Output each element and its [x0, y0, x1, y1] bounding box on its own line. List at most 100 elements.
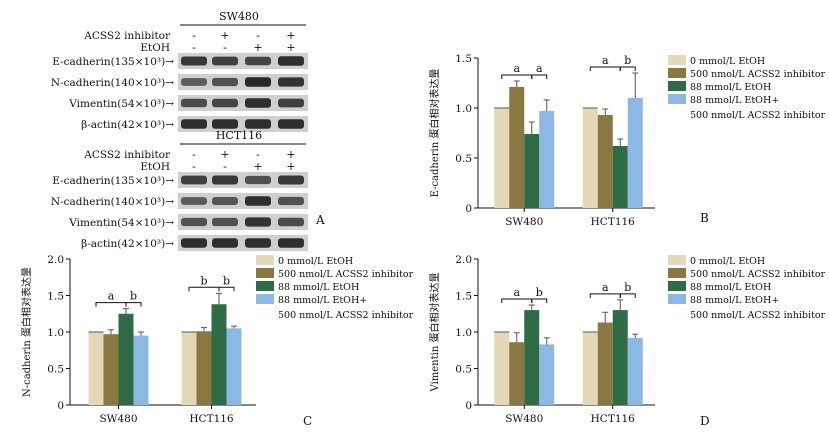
condition-symbol: +	[286, 41, 295, 54]
x-tick-label: SW480	[99, 413, 137, 425]
bar-chart-c: 0 0.5 1.0 1.5 2.0 N-cadherin 蛋白相对表达量 SW480 a b HC…	[20, 254, 414, 428]
legend-swatch	[668, 81, 686, 91]
bar	[494, 108, 510, 208]
cell-line-label: HCT116	[216, 129, 262, 142]
legend-swatch	[256, 255, 274, 265]
bar	[539, 344, 555, 405]
legend-label: 88 mmol/L EtOH	[690, 282, 771, 293]
significance-bracket	[95, 302, 127, 307]
blot-band	[212, 197, 238, 205]
significance-label: a	[536, 62, 543, 75]
blot-band	[181, 119, 207, 129]
blot-band	[212, 217, 238, 227]
bar	[226, 328, 242, 405]
bar	[509, 342, 525, 405]
significance-label: a	[108, 290, 115, 303]
blot-band	[278, 98, 304, 108]
bar-chart-b: 0 0.5 1.0 1.5 E-cadherin 蛋白相对表达量 SW480 a a HCT11…	[428, 53, 826, 228]
y-tick-label: 1.5	[455, 53, 472, 65]
protein-label: Vimentin(54×10³)→	[68, 217, 174, 229]
legend-swatch	[668, 55, 686, 65]
blot-strip	[178, 116, 308, 132]
blot-strip	[178, 193, 308, 209]
x-tick-label: HCT116	[189, 413, 234, 425]
bar	[196, 331, 212, 405]
condition-symbol: -	[192, 41, 196, 54]
protein-label: Vimentin(54×10³)→	[68, 98, 174, 110]
significance-label: b	[223, 274, 230, 287]
y-tick-label: 0.5	[455, 364, 472, 376]
significance-label: b	[624, 54, 631, 67]
condition-symbol: -	[192, 160, 196, 173]
significance-bracket	[501, 298, 533, 303]
blot-band	[278, 238, 304, 248]
blot-band	[181, 175, 207, 185]
significance-bracket	[501, 74, 533, 79]
x-tick-label: HCT116	[591, 216, 636, 228]
blot-band	[212, 56, 238, 66]
significance-label: b	[130, 290, 137, 303]
blot-band	[278, 217, 304, 227]
y-tick-label: 2.0	[455, 254, 472, 266]
significance-bracket	[619, 66, 636, 71]
protein-label: N-cadherin(140×10³)→	[51, 196, 174, 208]
condition-symbol: -	[223, 41, 227, 54]
significance-bracket	[589, 293, 621, 298]
blot-strip	[178, 214, 308, 230]
significance-label: b	[624, 281, 631, 294]
legend: 0 mmol/L EtOH 500 nmol/L ACSS2 inhibitor 8…	[668, 55, 826, 121]
cell-line-label: SW480	[219, 10, 259, 23]
condition-row-label: EtOH	[140, 161, 170, 173]
y-tick-label: 1.5	[455, 291, 472, 303]
bar	[582, 108, 598, 208]
y-tick-label: 0	[465, 203, 472, 215]
condition-symbol: +	[286, 160, 295, 173]
bar	[211, 304, 227, 405]
blot-band	[245, 119, 271, 129]
protein-label: E-cadherin(135×10³)→	[52, 175, 174, 187]
blot-strip	[178, 235, 308, 251]
blot-band	[212, 77, 238, 87]
significance-label: b	[200, 274, 207, 287]
blot-strip	[178, 53, 308, 69]
legend-label: 500 nmol/L ACSS2 inhibitor	[278, 269, 414, 280]
significance-label: a	[602, 54, 609, 67]
condition-symbol: -	[256, 148, 260, 161]
y-axis-label: Vimentin 蛋白相对表达量	[428, 273, 441, 393]
blot-band	[181, 238, 207, 248]
y-tick-label: 1.5	[47, 291, 64, 303]
condition-symbol: +	[220, 148, 229, 161]
protein-label: E-cadherin(135×10³)→	[52, 56, 174, 68]
legend-label: 500 nmol/L ACSS2 inhibitor	[690, 69, 826, 80]
y-axis-label: N-cadherin 蛋白相对表达量	[20, 267, 33, 397]
significance-label: a	[513, 62, 520, 75]
protein-label: N-cadherin(140×10³)→	[51, 77, 174, 89]
legend-swatch	[668, 268, 686, 278]
legend-label: 0 mmol/L EtOH	[278, 256, 353, 267]
bar	[612, 146, 628, 208]
bar	[612, 310, 628, 405]
bar	[509, 87, 525, 208]
legend-label: 88 mmol/L EtOH+ 500 nmol/L ACSS2 inhibito…	[690, 95, 826, 121]
significance-bracket	[218, 286, 235, 292]
bar	[118, 313, 134, 405]
significance-bracket	[188, 286, 220, 292]
condition-symbol: -	[192, 148, 196, 161]
x-tick-label: HCT116	[591, 413, 636, 425]
panel-label-b: B	[700, 211, 709, 225]
significance-label: b	[536, 286, 543, 299]
condition-row-label: ACSS2 inhibitor	[83, 30, 171, 42]
condition-symbol: +	[253, 41, 262, 54]
blot-band	[278, 119, 304, 129]
condition-symbol: -	[192, 29, 196, 42]
y-axis-label: E-cadherin 蛋白相对表达量	[428, 69, 441, 198]
panel-label-a: A	[315, 213, 325, 227]
y-tick-label: 0.5	[455, 153, 472, 165]
y-tick-label: 1.0	[455, 327, 472, 339]
blot-band	[245, 175, 271, 185]
blot-band	[181, 98, 207, 108]
blot-band	[212, 119, 238, 129]
bar	[494, 332, 510, 405]
legend-label: 0 mmol/L EtOH	[690, 256, 765, 267]
